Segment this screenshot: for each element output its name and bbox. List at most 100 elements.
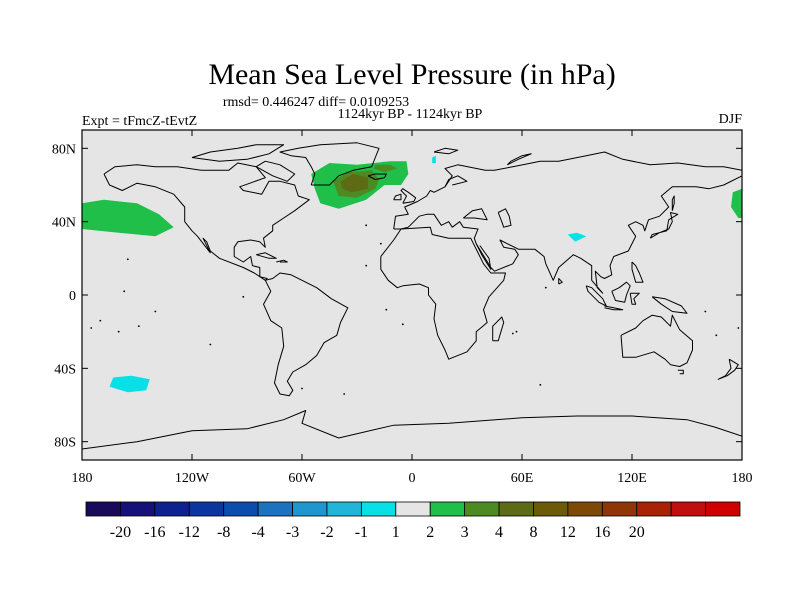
region-western-pacific-positive — [731, 188, 742, 218]
island-5 — [90, 327, 93, 329]
x-tick-label-6: 180 — [732, 471, 753, 486]
island-8 — [704, 310, 707, 313]
colorbar-label-0: -20 — [110, 524, 131, 541]
x-tick-label-5: 120E — [617, 471, 647, 486]
coastline-greenland — [279, 142, 380, 186]
stats-line: rmsd= 0.446247 diff= 0.0109253 — [223, 95, 409, 110]
island-14 — [379, 242, 382, 245]
x-axis: 180 120W 60W 0 60E 120E 180 — [72, 130, 753, 486]
x-tick-label-3: 0 — [409, 471, 416, 486]
coastline-new-guinea — [651, 296, 688, 314]
period-label: 1124kyr BP - 1124kyr BP — [338, 107, 483, 122]
colorbar-label-6: -2 — [320, 524, 333, 541]
y-tick-label-4: 80S — [54, 436, 76, 451]
coastline-south-america — [263, 272, 349, 397]
colorbar-box-14 — [567, 501, 603, 517]
colorbar-label-5: -3 — [286, 524, 299, 541]
colorbar-box-0 — [85, 501, 121, 517]
colorbar-label-4: -4 — [251, 524, 264, 541]
island-2 — [154, 310, 157, 313]
y-tick-label-2: 0 — [69, 289, 76, 304]
coastline-australia — [620, 314, 693, 367]
region-arctic-negative-spot — [432, 155, 436, 163]
region-north-pacific-positive — [82, 199, 174, 237]
region-south-pacific-negative — [109, 375, 150, 393]
colorbar-label-2: -12 — [179, 524, 200, 541]
coastline-antarctica — [82, 410, 742, 450]
coastline-sakhalin — [671, 195, 675, 211]
island-20 — [301, 387, 303, 390]
island-17 — [515, 330, 518, 333]
island-21 — [343, 393, 346, 395]
x-tick-label-0: 180 — [72, 471, 93, 486]
colorbar-label-11: 4 — [495, 524, 503, 541]
coastline-new-zealand — [717, 358, 739, 380]
island-10 — [209, 343, 212, 346]
coastline-ireland — [393, 193, 402, 201]
colorbar-label-14: 16 — [594, 524, 610, 541]
coastlines — [82, 142, 742, 450]
region-north-atlantic-northern-lobe — [373, 164, 398, 173]
y-axis: 80N 40N 0 40S 80S — [52, 142, 742, 451]
colorbar-box-7 — [326, 501, 362, 517]
x-tick-label-4: 60E — [511, 471, 534, 486]
coastline-sri-lanka — [558, 278, 563, 285]
coastline-africa — [380, 226, 506, 360]
y-tick-label-0: 80N — [52, 142, 76, 157]
map-background — [82, 130, 742, 460]
island-3 — [117, 330, 120, 333]
colorbar-label-10: 3 — [461, 524, 469, 541]
colorbar-label-8: 1 — [392, 524, 400, 541]
coastline-madagascar — [492, 316, 505, 342]
coastline-sulawesi — [629, 292, 640, 305]
coastline-cuba — [256, 252, 277, 259]
island-7 — [715, 334, 718, 337]
colorbar-box-1 — [120, 501, 156, 517]
coastline-black-sea — [462, 208, 488, 221]
island-1 — [137, 325, 140, 328]
coastline-canadian-arctic — [191, 144, 285, 162]
coastline-iceland — [367, 173, 387, 180]
anomaly-regions — [82, 155, 742, 393]
region-tibet-negative — [567, 232, 587, 242]
island-16 — [511, 332, 514, 335]
colorbar-box-17 — [670, 501, 706, 517]
coastline-caspian — [497, 208, 512, 228]
coastline-java — [604, 305, 624, 311]
colorbar-label-3: -8 — [217, 524, 230, 541]
island-9 — [123, 290, 126, 293]
y-tick-label-3: 40S — [54, 362, 76, 377]
season-label: DJF — [719, 112, 743, 127]
colorbar-box-8 — [360, 501, 397, 517]
colorbar-label-9: 2 — [426, 524, 434, 541]
coastline-north-america — [103, 162, 310, 281]
colorbar-label-1: -16 — [144, 524, 165, 541]
island-15 — [385, 308, 388, 311]
island-22 — [401, 323, 404, 326]
island-19 — [539, 383, 542, 386]
coastline-novaya-zemlya — [506, 153, 532, 166]
island-12 — [365, 264, 368, 267]
island-6 — [737, 327, 740, 329]
colorbar-box-5 — [257, 501, 293, 517]
coastline-svalbard — [433, 147, 459, 155]
coastline-hispaniola — [276, 259, 288, 263]
chart-title: Mean Sea Level Pressure (in hPa) — [208, 58, 615, 91]
coastline-arabia-red-sea — [475, 243, 492, 270]
x-tick-label-1: 120W — [175, 471, 210, 486]
coastline-japan — [649, 212, 679, 239]
colorbar-box-12 — [498, 501, 534, 517]
colorbar-label-7: -1 — [355, 524, 368, 541]
colorbar-label-13: 12 — [560, 524, 576, 541]
region-north-atlantic-core — [340, 174, 368, 193]
colorbar-box-2 — [154, 501, 190, 517]
colorbar-box-11 — [464, 501, 500, 517]
colorbar-box-3 — [188, 501, 225, 517]
island-18 — [544, 286, 547, 289]
colorbar-box-4 — [223, 501, 259, 517]
coastline-borneo — [611, 281, 631, 303]
island-13 — [365, 224, 368, 227]
colorbar: -20 -16 -12 -8 -4 -3 -2 -1 1 2 3 4 8 12 16 20 — [85, 501, 741, 541]
colorbar-box-18 — [705, 501, 741, 517]
experiment-label: Expt = tFmcZ-tEvtZ — [82, 114, 197, 129]
